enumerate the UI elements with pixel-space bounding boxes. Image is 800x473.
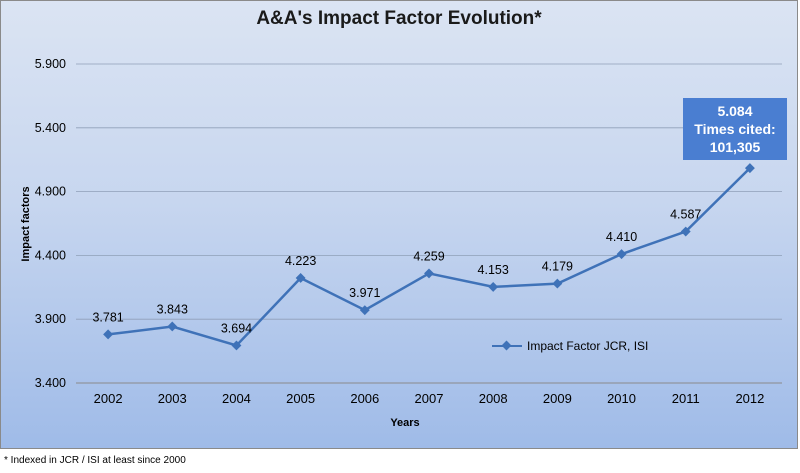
x-axis-title: Years xyxy=(390,417,419,429)
gridlines xyxy=(76,63,782,320)
data-labels: 3.781 3.843 3.694 4.223 3.971 4.259 4.153 4.179… xyxy=(92,208,701,336)
data-point xyxy=(359,305,370,316)
data-label: 3.843 xyxy=(157,302,188,316)
chart-title: A&A's Impact Factor Evolution* xyxy=(256,8,542,29)
data-label: 3.971 xyxy=(349,286,380,300)
x-tick-label: 2004 xyxy=(222,391,251,406)
data-point xyxy=(488,281,499,292)
y-axis-ticks: 3.400 3.900 4.400 4.900 5.400 5.900 xyxy=(35,57,66,390)
data-point xyxy=(424,268,434,279)
x-tick-label: 2008 xyxy=(479,391,508,406)
chart-frame: A&A's Impact Factor Evolution* xyxy=(0,0,798,449)
data-label: 4.410 xyxy=(606,230,637,244)
data-label: 4.587 xyxy=(670,208,701,222)
x-axis-ticks: 2002 2003 2004 2005 2006 2007 2008 2009 2010 2011… xyxy=(94,391,765,406)
y-tick-label: 5.900 xyxy=(35,57,66,71)
y-tick-label: 3.400 xyxy=(35,376,66,390)
callout-box: 5.084 Times cited: 101,305 xyxy=(683,98,787,160)
x-tick-label: 2006 xyxy=(350,391,379,406)
x-tick-label: 2007 xyxy=(415,391,444,406)
legend-entry: Impact Factor JCR, ISI xyxy=(527,339,648,353)
y-tick-label: 5.400 xyxy=(35,121,66,135)
y-axis-title: Impact factors xyxy=(20,186,32,261)
data-label: 4.223 xyxy=(285,254,316,268)
callout-count: 101,305 xyxy=(710,139,761,155)
data-label: 4.153 xyxy=(478,263,509,277)
y-tick-label: 4.400 xyxy=(35,248,66,262)
legend-marker-swatch xyxy=(501,340,512,351)
data-point xyxy=(744,163,755,174)
data-label: 3.694 xyxy=(221,321,252,335)
data-point xyxy=(680,226,691,237)
legend: Impact Factor JCR, ISI xyxy=(492,339,648,353)
y-tick-label: 4.900 xyxy=(35,185,66,199)
y-tick-label: 3.900 xyxy=(35,312,66,326)
x-tick-label: 2005 xyxy=(286,391,315,406)
callout-label: Times cited: xyxy=(694,121,775,137)
data-label: 4.259 xyxy=(413,249,444,263)
data-point xyxy=(167,321,178,332)
footnote: * Indexed in JCR / ISI at least since 20… xyxy=(4,455,186,466)
callout-value: 5.084 xyxy=(717,103,752,119)
callout-background xyxy=(683,98,787,160)
data-label: 3.781 xyxy=(92,310,123,324)
x-tick-label: 2003 xyxy=(158,391,187,406)
x-tick-label: 2010 xyxy=(607,391,636,406)
x-tick-label: 2012 xyxy=(735,391,764,406)
x-tick-label: 2009 xyxy=(543,391,572,406)
x-tick-label: 2002 xyxy=(94,391,123,406)
data-label: 4.179 xyxy=(542,260,573,274)
data-point xyxy=(552,278,563,289)
data-point xyxy=(616,249,627,260)
data-point xyxy=(103,329,114,340)
data-point xyxy=(231,340,242,351)
data-point xyxy=(295,273,306,283)
x-tick-label: 2011 xyxy=(672,391,700,406)
